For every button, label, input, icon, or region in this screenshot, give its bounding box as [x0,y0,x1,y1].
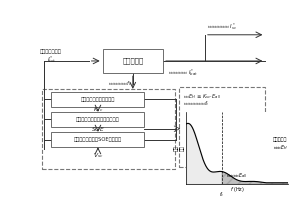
Text: $V_{sc}$: $V_{sc}$ [93,151,103,160]
Text: 频谱高频部
分面积$E_H$: 频谱高频部 分面积$E_H$ [273,137,288,152]
Text: 负载参考总电流: 负载参考总电流 [40,49,62,54]
Text: 超级电容电流分配比例确定模块: 超级电容电流分配比例确定模块 [76,117,120,122]
Text: $f_c$: $f_c$ [219,190,224,199]
Text: $K_{sc}$: $K_{sc}$ [93,105,103,114]
FancyBboxPatch shape [103,49,163,73]
Text: 超级电容参考电流 $I^*_{sc}$: 超级电容参考电流 $I^*_{sc}$ [207,21,238,32]
X-axis label: $f$ (Hz): $f$ (Hz) [230,185,244,194]
FancyBboxPatch shape [52,92,145,107]
Text: $SOE$: $SOE$ [91,125,105,133]
Text: 频谱总面积$E_{all}$: 频谱总面积$E_{all}$ [226,171,248,180]
Text: 锂电池参考电流 $I^*_{bat}$: 锂电池参考电流 $I^*_{bat}$ [168,67,198,78]
Y-axis label: 频谱
幅值: 频谱 幅值 [174,145,184,151]
Text: 滤波器截止频率计算模块: 滤波器截止频率计算模块 [81,97,115,102]
FancyBboxPatch shape [52,112,145,127]
Text: 滤波器截止频率$f_c$: 滤波器截止频率$f_c$ [108,79,132,88]
Text: 低通滤波器: 低通滤波器 [122,58,143,64]
Text: 使得$E_H$ ≥ $K_{sc}$·$E_{all}$: 使得$E_H$ ≥ $K_{sc}$·$E_{all}$ [183,92,221,101]
Text: 成立的最大频率为$f_c$: 成立的最大频率为$f_c$ [183,99,210,108]
Text: 超级电容能量状态SOE计算模块: 超级电容能量状态SOE计算模块 [74,137,122,142]
FancyBboxPatch shape [52,132,145,147]
Text: $I^*_{tot}$: $I^*_{tot}$ [47,54,56,65]
